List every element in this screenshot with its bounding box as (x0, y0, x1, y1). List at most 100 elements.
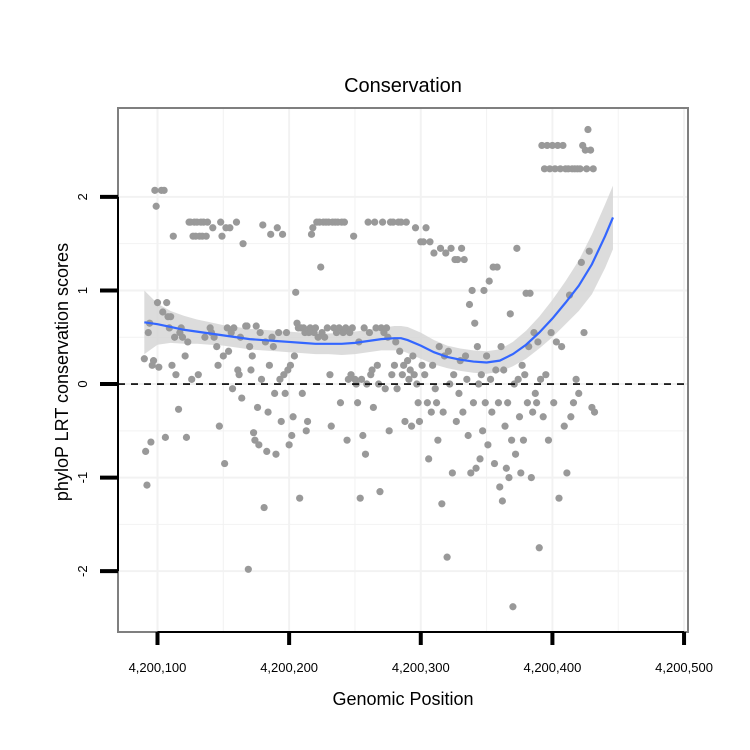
smooth-line-layer (144, 217, 614, 364)
data-point (589, 165, 597, 173)
data-point (429, 361, 437, 369)
x-axis: 4,200,100 4,200,200 4,200,300 4,200,400 4,20… (129, 631, 713, 675)
data-point (442, 249, 450, 257)
data-point (558, 343, 566, 351)
data-point (277, 417, 285, 426)
x-tick-label: 4,200,400 (523, 660, 581, 675)
data-point (253, 403, 262, 412)
data-point (505, 474, 513, 482)
data-point (450, 371, 458, 379)
data-point (550, 399, 558, 407)
data-point (421, 371, 429, 379)
data-point (434, 436, 442, 444)
data-point (272, 450, 280, 458)
data-point (581, 146, 589, 154)
data-point (218, 232, 226, 240)
data-point (260, 503, 268, 512)
data-point (544, 436, 553, 444)
data-point (292, 288, 300, 296)
data-point (140, 355, 148, 363)
data-point (364, 218, 372, 226)
data-point (402, 218, 410, 226)
data-point (259, 221, 267, 229)
data-point (518, 361, 526, 369)
data-point (493, 263, 501, 271)
data-point (419, 238, 428, 246)
data-point (555, 494, 563, 502)
data-point (350, 232, 358, 240)
data-point (426, 238, 434, 246)
data-point (153, 299, 162, 307)
data-point (432, 399, 441, 407)
data-point (326, 371, 334, 379)
data-point (309, 224, 317, 232)
data-point (459, 408, 467, 416)
data-point (359, 431, 367, 440)
data-point (551, 165, 559, 173)
data-point (365, 328, 374, 337)
data-point (226, 224, 234, 232)
data-point (425, 455, 433, 463)
data-point (289, 413, 297, 421)
data-point (407, 422, 416, 430)
data-point (268, 333, 276, 341)
data-point (430, 249, 438, 257)
data-point (438, 500, 446, 508)
data-point (468, 286, 476, 295)
data-point (184, 338, 192, 346)
data-point (546, 165, 554, 173)
data-point (389, 218, 397, 226)
x-tick-label: 4,200,500 (655, 660, 713, 675)
data-point (393, 385, 401, 393)
data-point (475, 380, 483, 388)
data-point (538, 141, 546, 150)
data-point (382, 324, 391, 332)
data-point (521, 371, 529, 379)
data-point (368, 366, 376, 374)
data-point (580, 328, 588, 337)
data-point (473, 343, 481, 351)
y-tick-label: 0 (75, 380, 90, 387)
points-layer (140, 125, 599, 611)
data-point (298, 389, 306, 397)
data-point (586, 146, 595, 154)
data-point (188, 375, 196, 383)
data-point (554, 141, 562, 150)
data-point (452, 417, 460, 426)
data-point (414, 399, 422, 407)
data-point (194, 371, 202, 379)
data-point (535, 544, 543, 552)
data-point (457, 244, 466, 252)
data-point (235, 371, 243, 379)
data-point (542, 371, 550, 379)
data-point (494, 399, 503, 407)
data-point (423, 399, 431, 407)
data-point (481, 399, 489, 407)
data-point (269, 343, 277, 351)
data-point (548, 141, 557, 150)
data-point (392, 338, 400, 346)
data-point (373, 361, 381, 369)
data-point (476, 455, 484, 463)
data-point (517, 469, 525, 477)
data-point (353, 399, 362, 407)
data-point (543, 141, 551, 150)
data-point (273, 224, 281, 232)
data-point (515, 413, 524, 421)
data-point (214, 361, 222, 369)
data-point (336, 399, 345, 407)
data-point (376, 488, 384, 496)
data-point (217, 218, 225, 226)
data-point (202, 232, 210, 240)
data-point (263, 447, 271, 456)
data-point (265, 361, 273, 369)
data-point (461, 352, 470, 360)
data-point (171, 333, 179, 341)
x-tick-label: 4,200,100 (129, 660, 187, 675)
data-point (488, 408, 496, 416)
data-point (464, 431, 472, 440)
data-point (369, 403, 377, 412)
data-point (590, 408, 599, 416)
data-point (163, 299, 171, 307)
